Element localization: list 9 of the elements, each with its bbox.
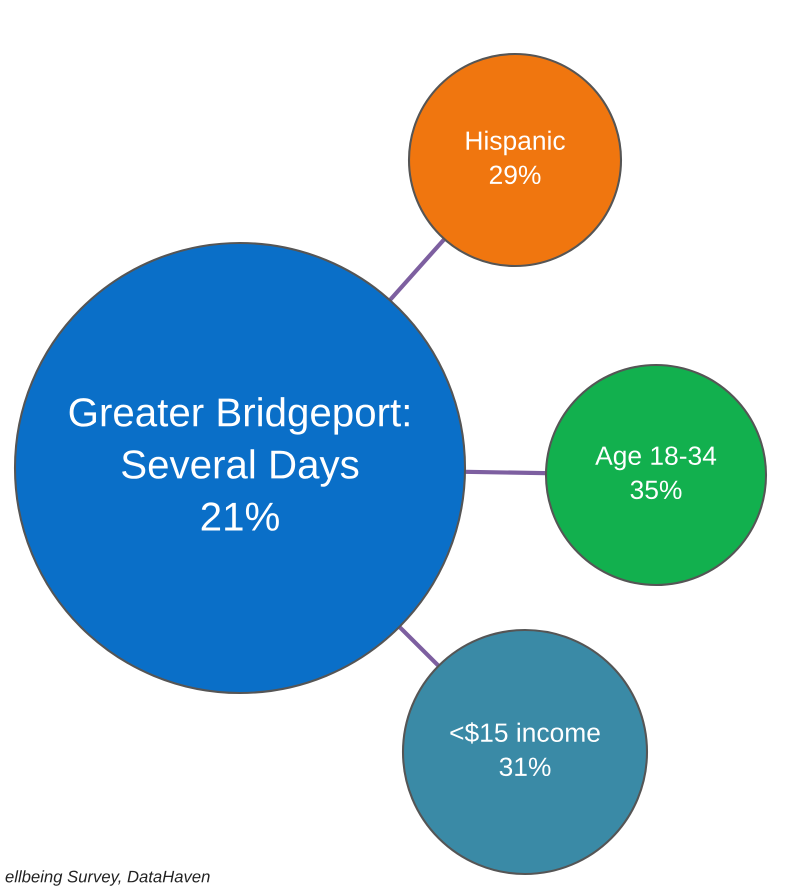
text: ellbeing Survey, DataHaven: [6, 870, 210, 886]
data-label: 35%: [630, 480, 682, 500]
data-label: 31%: [500, 757, 550, 776]
category-label: Hispanic: [466, 130, 565, 156]
data-label: 29%: [490, 165, 540, 184]
category-label: <$15 income: [450, 722, 600, 744]
category-label: Age 18-34: [595, 446, 716, 470]
category-label: Greater Bridgeport: Several Days: [70, 397, 409, 487]
data-label: 21%: [202, 502, 279, 531]
